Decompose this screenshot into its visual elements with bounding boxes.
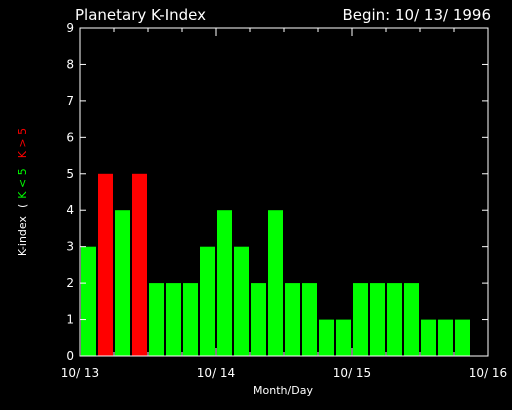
y-axis-label-paren: ( <box>16 204 29 208</box>
bar-19 <box>404 283 419 356</box>
bar-18 <box>387 283 402 356</box>
y-tick-label-5: 5 <box>66 167 74 181</box>
bar-5 <box>166 283 181 356</box>
bar-16 <box>353 283 368 356</box>
bar-3 <box>132 173 147 356</box>
bar-11 <box>268 210 283 356</box>
y-tick-label-9: 9 <box>66 21 74 35</box>
bar-1 <box>98 173 113 356</box>
bar-9 <box>234 246 249 356</box>
bar-0 <box>81 246 96 356</box>
y-axis-label-prefix: K-index <box>16 216 29 257</box>
y-tick-label-7: 7 <box>66 94 74 108</box>
y-axis-label-red: K > 5 <box>16 128 29 158</box>
bar-8 <box>217 210 232 356</box>
bar-22 <box>455 319 470 356</box>
y-tick-label-6: 6 <box>66 130 74 144</box>
chart-subtitle: Begin: 10/ 13/ 1996 <box>342 6 491 24</box>
y-tick-label-8: 8 <box>66 57 74 71</box>
bar-14 <box>319 319 334 356</box>
bar-4 <box>149 283 164 356</box>
y-tick-label-4: 4 <box>66 203 74 217</box>
bar-15 <box>336 319 351 356</box>
bar-13 <box>302 283 317 356</box>
bar-17 <box>370 283 385 356</box>
y-tick-label-3: 3 <box>66 240 74 254</box>
x-tick-label-3: 10/ 16 <box>469 366 507 380</box>
bar-10 <box>251 283 266 356</box>
x-axis-label: Month/Day <box>253 384 313 397</box>
bar-group <box>81 173 470 356</box>
y-tick-label-1: 1 <box>66 313 74 327</box>
bar-21 <box>438 319 453 356</box>
bar-12 <box>285 283 300 356</box>
y-axis-label-green: K < 5 <box>16 168 29 198</box>
bar-7 <box>200 246 215 356</box>
bar-6 <box>183 283 198 356</box>
bar-2 <box>115 210 130 356</box>
chart-title: Planetary K-Index <box>75 6 206 24</box>
axes-group: 0 1 2 3 4 5 6 7 8 9 10/ 13 10/ 14 10/ 15 10/ 16 <box>61 21 507 380</box>
x-tick-label-0: 10/ 13 <box>61 366 99 380</box>
y-tick-label-2: 2 <box>66 276 74 290</box>
y-tick-label-0: 0 <box>66 349 74 363</box>
y-axis-label: K-index ( K < 5 K > 5 <box>16 128 29 256</box>
x-tick-label-1: 10/ 14 <box>197 366 235 380</box>
x-tick-label-2: 10/ 15 <box>333 366 371 380</box>
bar-20 <box>421 319 436 356</box>
